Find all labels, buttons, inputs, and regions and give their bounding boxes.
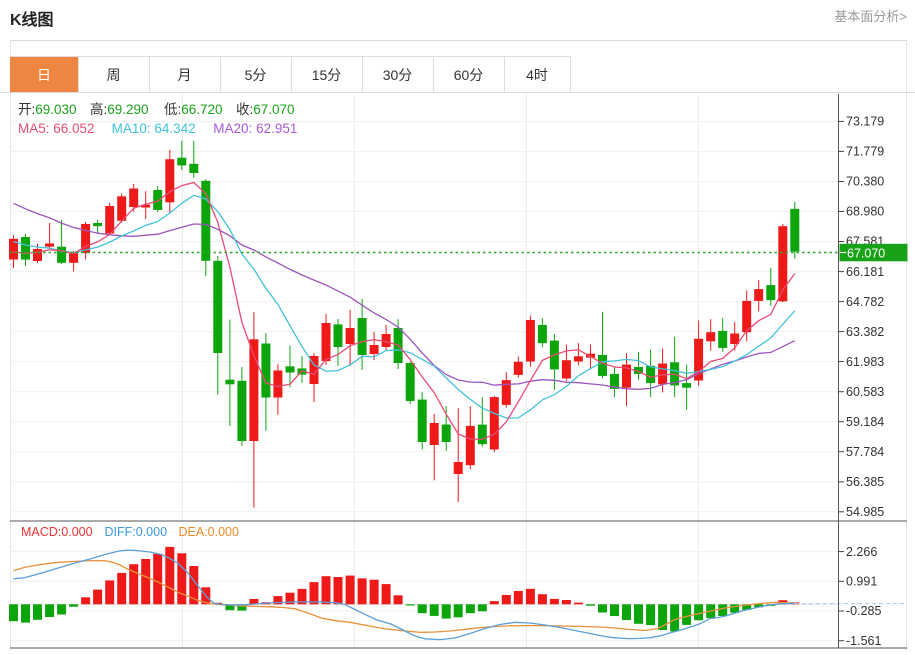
svg-text:57.784: 57.784 [846, 445, 884, 459]
svg-text:67.070: 67.070 [847, 246, 885, 260]
svg-text:0.991: 0.991 [846, 575, 877, 589]
svg-text:73.179: 73.179 [846, 115, 884, 129]
svg-text:66.181: 66.181 [846, 265, 884, 279]
svg-text:收:67.070: 收:67.070 [236, 102, 295, 117]
svg-text:月: 月 [178, 67, 192, 83]
svg-text:70.380: 70.380 [846, 175, 884, 189]
svg-text:60.583: 60.583 [846, 385, 884, 399]
svg-text:59.184: 59.184 [846, 415, 884, 429]
svg-text:5分: 5分 [245, 67, 267, 83]
svg-text:K线图: K线图 [10, 10, 54, 29]
svg-text:2.266: 2.266 [846, 545, 877, 559]
svg-text:基本面分析>: 基本面分析> [834, 9, 907, 24]
svg-text:60分: 60分 [454, 67, 484, 83]
svg-text:4时: 4时 [526, 67, 548, 83]
svg-text:71.779: 71.779 [846, 145, 884, 159]
svg-text:68.980: 68.980 [846, 205, 884, 219]
svg-text:高:69.290: 高:69.290 [90, 101, 149, 117]
svg-text:54.985: 54.985 [846, 505, 884, 519]
svg-text:开:69.030: 开:69.030 [18, 102, 77, 117]
svg-text:30分: 30分 [383, 67, 413, 83]
svg-text:-1.561: -1.561 [846, 634, 881, 648]
svg-text:低:66.720: 低:66.720 [164, 102, 223, 117]
svg-text:DIFF:0.000: DIFF:0.000 [105, 525, 168, 539]
svg-text:日: 日 [37, 67, 51, 83]
svg-text:61.983: 61.983 [846, 355, 884, 369]
svg-text:63.382: 63.382 [846, 325, 884, 339]
svg-text:DEA:0.000: DEA:0.000 [179, 525, 240, 539]
svg-text:56.385: 56.385 [846, 475, 884, 489]
svg-text:-0.285: -0.285 [846, 604, 881, 618]
svg-text:MA5: 66.052: MA5: 66.052 [18, 121, 95, 136]
svg-text:MA10: 64.342: MA10: 64.342 [112, 121, 196, 136]
svg-text:15分: 15分 [312, 67, 342, 83]
svg-text:MACD:0.000: MACD:0.000 [21, 525, 93, 539]
svg-text:64.782: 64.782 [846, 295, 884, 309]
svg-text:MA20: 62.951: MA20: 62.951 [213, 121, 297, 136]
svg-text:周: 周 [107, 67, 121, 83]
